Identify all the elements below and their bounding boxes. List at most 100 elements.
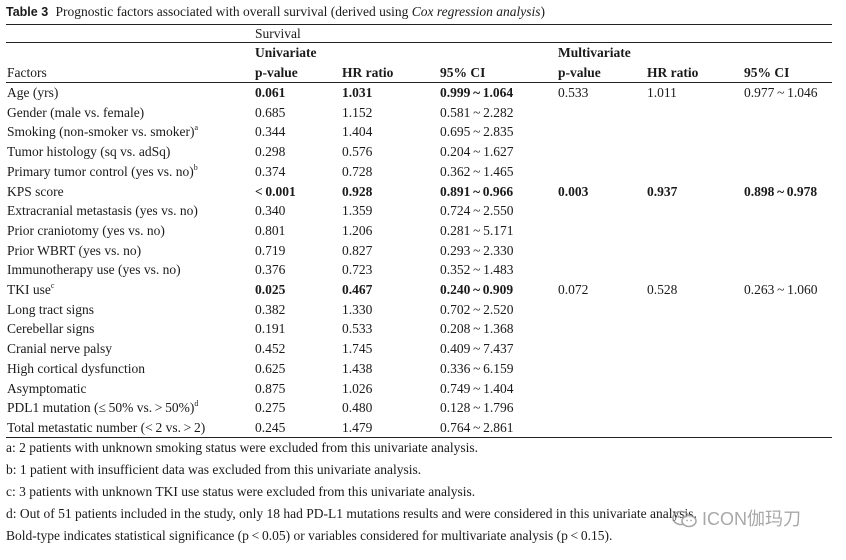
multivariate-hr-cell: 0.937 — [647, 184, 678, 199]
univariate-hr-cell: 1.031 — [342, 85, 373, 100]
factor-label: Total metastatic number (< 2 vs. > 2) — [7, 420, 206, 435]
univariate-ci-cell: 0.362 ~ 1.465 — [440, 164, 514, 179]
univariate-pvalue-cell: 0.298 — [255, 144, 286, 159]
univariate-ci-cell: 0.695 ~ 2.835 — [440, 124, 514, 139]
univariate-header: Univariate — [255, 45, 317, 60]
univariate-ci-cell: 0.128 ~ 1.796 — [440, 400, 514, 415]
univariate-pvalue-cell: 0.245 — [255, 420, 286, 435]
univariate-hr-cell: 1.479 — [342, 420, 373, 435]
univariate-ci-cell: 0.336 ~ 6.159 — [440, 361, 514, 376]
univariate-hr-cell: 1.152 — [342, 105, 373, 120]
univariate-ci-cell: 0.891 ~ 0.966 — [440, 184, 514, 199]
univariate-ci-header: 95% CI — [440, 65, 486, 80]
watermark: ICON伽玛刀 — [672, 505, 801, 531]
footnote-line: Bold-type indicates statistical signific… — [6, 528, 613, 543]
footnote-line: d: Out of 51 patients included in the st… — [6, 506, 697, 521]
multivariate-pvalue-cell: 0.533 — [558, 85, 589, 100]
factor-label: Asymptomatic — [7, 381, 87, 396]
univariate-ci-cell: 0.702 ~ 2.520 — [440, 302, 514, 317]
univariate-ci-cell: 0.240 ~ 0.909 — [440, 282, 514, 297]
univariate-pvalue-cell: 0.625 — [255, 361, 286, 376]
footnote-marker: d — [194, 398, 199, 408]
univariate-pvalue-cell: 0.275 — [255, 400, 286, 415]
factor-label: Extracranial metastasis (yes vs. no) — [7, 203, 198, 218]
factor-label: Smoking (non-smoker vs. smoker)a — [7, 122, 199, 139]
caption-text: Prognostic factors associated with overa… — [55, 4, 412, 19]
footnote-marker: c — [50, 280, 55, 290]
factor-label: Prior craniotomy (yes vs. no) — [7, 223, 165, 238]
multivariate-pvalue-cell: 0.072 — [558, 282, 589, 297]
univariate-hr-cell: 0.480 — [342, 400, 373, 415]
univariate-pvalue-cell: 0.452 — [255, 341, 286, 356]
multivariate-pvalue-cell: 0.003 — [558, 184, 589, 199]
univariate-hr-cell: 0.723 — [342, 262, 373, 277]
watermark-text: ICON伽玛刀 — [702, 509, 801, 529]
multivariate-hr-cell: 0.528 — [647, 282, 678, 297]
footnote-line: b: 1 patient with insufficient data was … — [6, 462, 422, 477]
univariate-hr-cell: 0.928 — [342, 184, 373, 199]
univariate-ci-cell: 0.204 ~ 1.627 — [440, 144, 514, 159]
bottom-rule — [6, 437, 832, 438]
univariate-pvalue-cell: < 0.001 — [255, 184, 296, 199]
table-caption: Table 3 Prognostic factors associated wi… — [6, 4, 545, 20]
univariate-pvalue-cell: 0.374 — [255, 164, 286, 179]
univariate-ci-cell: 0.208 ~ 1.368 — [440, 321, 514, 336]
factor-label: Age (yrs) — [7, 85, 59, 100]
univariate-pvalue-header: p-value — [255, 65, 298, 80]
univariate-pvalue-cell: 0.719 — [255, 243, 286, 258]
factor-label: PDL1 mutation (≤ 50% vs. > 50%)d — [7, 398, 199, 415]
univariate-ci-cell: 0.581 ~ 2.282 — [440, 105, 514, 120]
caption-close: ) — [540, 4, 545, 19]
footnote-marker: b — [193, 162, 198, 172]
footnote-marker: a — [194, 122, 199, 132]
univariate-hr-cell: 1.359 — [342, 203, 373, 218]
footnote-line: a: 2 patients with unknown smoking statu… — [6, 440, 479, 455]
factor-label: Long tract signs — [7, 302, 94, 317]
univariate-hr-cell: 1.404 — [342, 124, 373, 139]
univariate-ci-cell: 0.293 ~ 2.330 — [440, 243, 514, 258]
multivariate-hr-cell: 1.011 — [647, 85, 677, 100]
multivariate-header: Multivariate — [558, 45, 631, 60]
factor-label: High cortical dysfunction — [7, 361, 145, 376]
factor-label: TKI usec — [7, 280, 55, 297]
header-rule — [6, 82, 832, 83]
univariate-hr-cell: 0.467 — [342, 282, 373, 297]
univariate-ci-cell: 0.749 ~ 1.404 — [440, 381, 514, 396]
univariate-hr-cell: 1.026 — [342, 381, 373, 396]
univariate-pvalue-cell: 0.801 — [255, 223, 286, 238]
univariate-ci-cell: 0.724 ~ 2.550 — [440, 203, 514, 218]
univariate-ci-cell: 0.409 ~ 7.437 — [440, 341, 514, 356]
factor-label: Cranial nerve palsy — [7, 341, 112, 356]
univariate-hr-cell: 0.827 — [342, 243, 373, 258]
factor-label: Tumor histology (sq vs. adSq) — [7, 144, 171, 159]
univariate-pvalue-cell: 0.344 — [255, 124, 286, 139]
wechat-icon — [672, 510, 698, 528]
univariate-pvalue-cell: 0.382 — [255, 302, 286, 317]
univariate-pvalue-cell: 0.061 — [255, 85, 286, 100]
univariate-ci-cell: 0.999 ~ 1.064 — [440, 85, 514, 100]
factor-label: Prior WBRT (yes vs. no) — [7, 243, 142, 258]
univariate-pvalue-cell: 0.685 — [255, 105, 286, 120]
multivariate-hr-header: HR ratio — [647, 65, 699, 80]
univariate-hr-cell: 1.438 — [342, 361, 373, 376]
footnote-line: c: 3 patients with unknown TKI use statu… — [6, 484, 476, 499]
univariate-pvalue-cell: 0.340 — [255, 203, 286, 218]
univariate-pvalue-cell: 0.191 — [255, 321, 286, 336]
multivariate-ci-cell: 0.898 ~ 0.978 — [744, 184, 818, 199]
multivariate-ci-cell: 0.977 ~ 1.046 — [744, 85, 818, 100]
univariate-ci-cell: 0.764 ~ 2.861 — [440, 420, 514, 435]
univariate-pvalue-cell: 0.376 — [255, 262, 286, 277]
table-label: Table 3 — [6, 5, 49, 19]
univariate-hr-header: HR ratio — [342, 65, 394, 80]
univariate-ci-cell: 0.281 ~ 5.171 — [440, 223, 514, 238]
factor-label: Cerebellar signs — [7, 321, 95, 336]
univariate-hr-cell: 0.533 — [342, 321, 373, 336]
survival-rule — [6, 42, 832, 43]
factor-label: Immunotherapy use (yes vs. no) — [7, 262, 181, 277]
top-rule — [6, 24, 832, 25]
univariate-hr-cell: 1.330 — [342, 302, 373, 317]
factors-header: Factors — [7, 65, 47, 80]
caption-italic: Cox regression analysis — [411, 4, 541, 19]
univariate-hr-cell: 0.728 — [342, 164, 373, 179]
